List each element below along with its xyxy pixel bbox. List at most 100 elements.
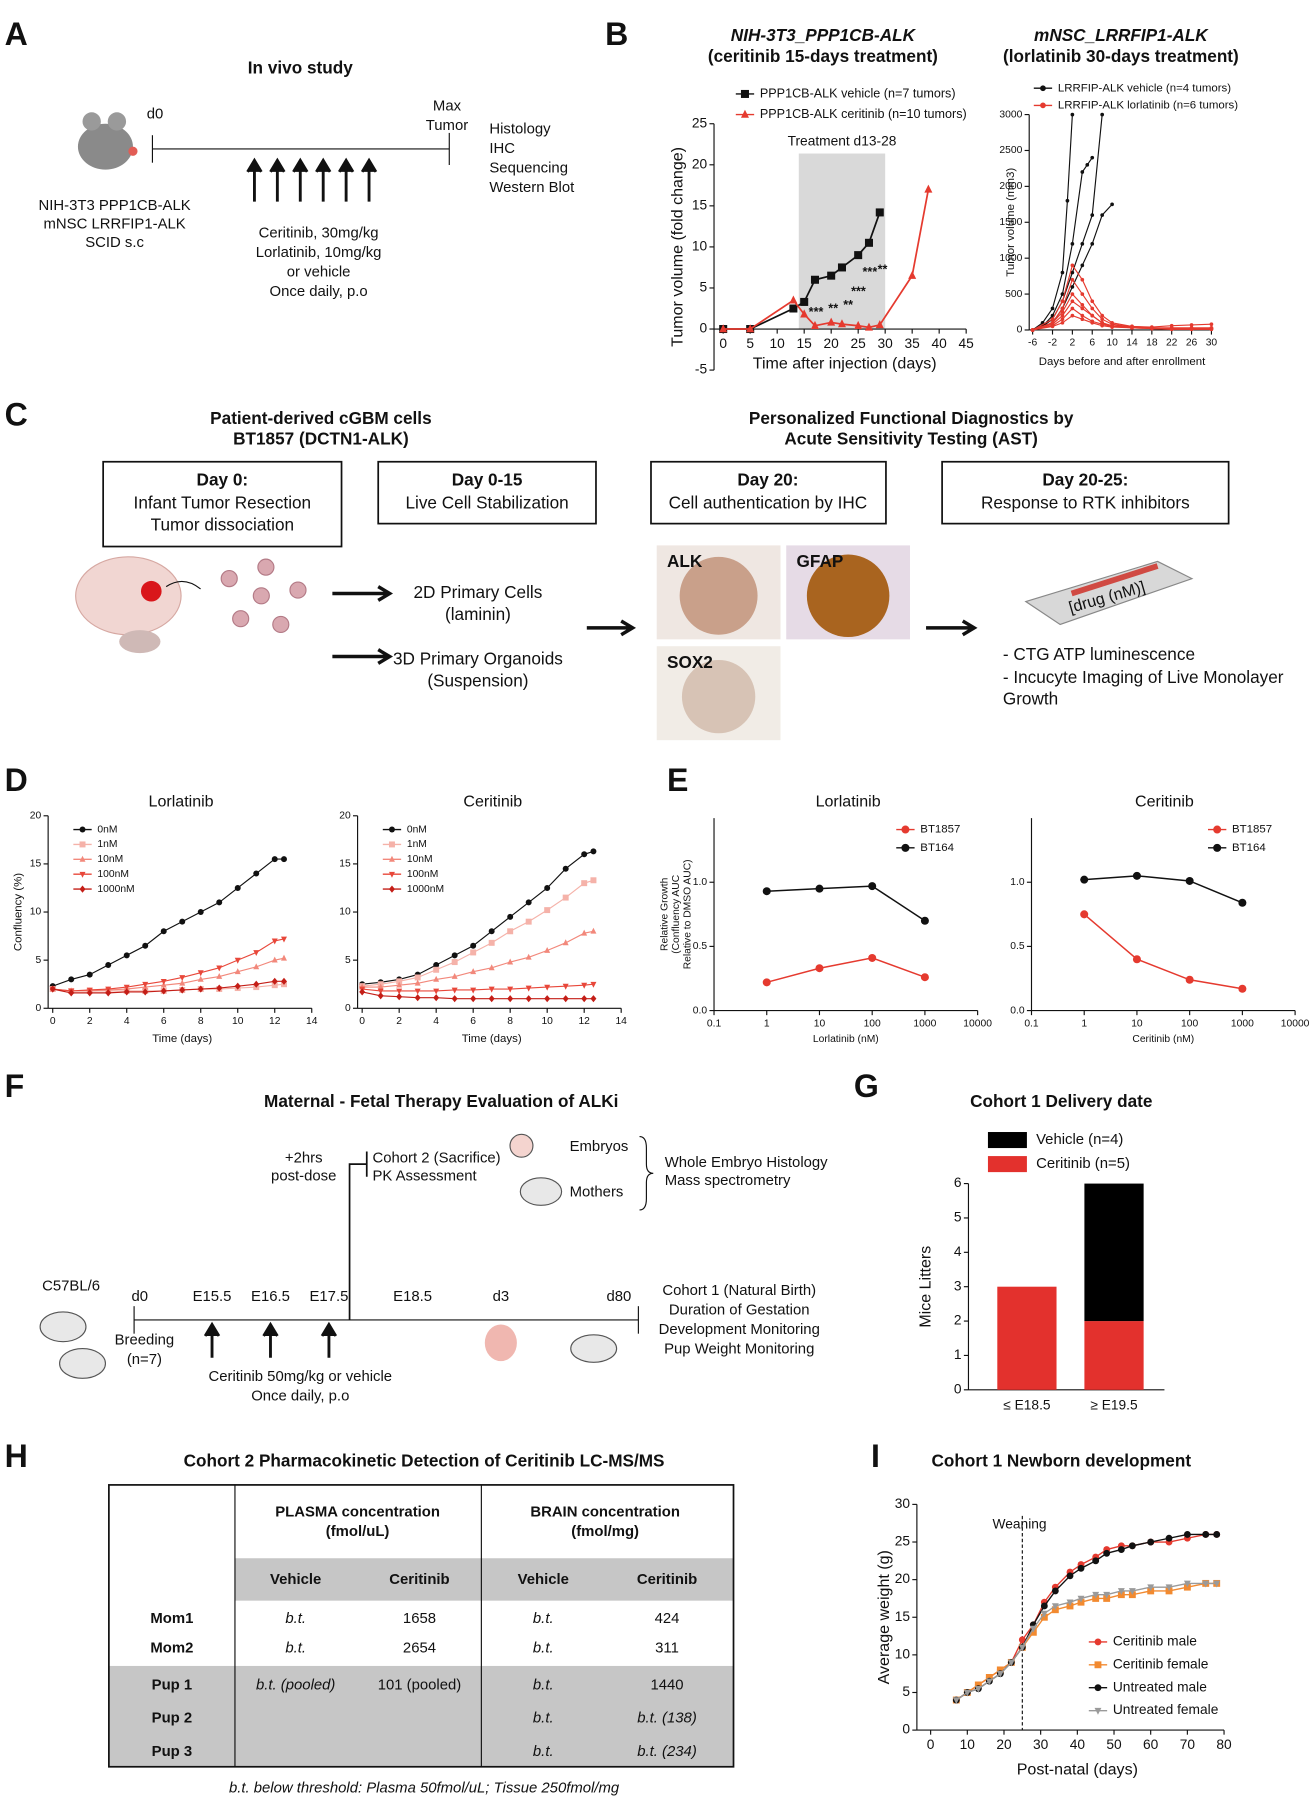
marker bbox=[179, 979, 186, 986]
culture: (Suspension) bbox=[427, 670, 528, 690]
marker bbox=[281, 936, 287, 943]
marker bbox=[800, 297, 809, 306]
marker bbox=[1007, 1659, 1015, 1667]
y-tick-label: 5 bbox=[699, 280, 707, 295]
marker bbox=[1029, 1625, 1037, 1633]
legend-label: LRRFIP-ALK vehicle (n=4 tumors) bbox=[1058, 82, 1231, 94]
legend-marker bbox=[1094, 1707, 1102, 1715]
marker bbox=[562, 995, 569, 1003]
chart-title: mNSC_LRRFIP1-ALK bbox=[1034, 25, 1209, 45]
mouse-icon bbox=[77, 123, 133, 170]
y-tick-label: 5 bbox=[36, 955, 42, 966]
marker bbox=[216, 965, 223, 972]
marker bbox=[789, 304, 798, 313]
legend-marker bbox=[79, 826, 86, 833]
marker bbox=[396, 978, 403, 985]
y-axis-label: Tumor volume (fold change) bbox=[669, 147, 687, 347]
marker bbox=[562, 865, 569, 872]
legend-marker bbox=[388, 841, 395, 848]
y-tick-label: 0.0 bbox=[1010, 1005, 1025, 1016]
marker bbox=[1070, 285, 1075, 289]
y-tick-label: 15 bbox=[692, 197, 708, 212]
group-header: (fmol/uL) bbox=[326, 1524, 390, 1540]
marker bbox=[507, 913, 514, 920]
y-tick-label: 15 bbox=[339, 859, 351, 870]
timeline-label: E15.5 bbox=[193, 1289, 232, 1305]
breeding: Breeding bbox=[115, 1332, 175, 1348]
legend-label: 1nM bbox=[407, 839, 427, 850]
bar-segment bbox=[997, 1286, 1057, 1390]
marker bbox=[562, 894, 569, 901]
legend-label: Ceritinib female bbox=[1113, 1656, 1209, 1671]
timeline-label: d3 bbox=[493, 1289, 510, 1305]
x-tick-label: 20 bbox=[824, 336, 840, 351]
marker bbox=[488, 928, 495, 935]
y-tick-label: 0 bbox=[699, 321, 707, 336]
marker bbox=[271, 956, 278, 963]
x-tick-label: 30 bbox=[1206, 338, 1218, 349]
marker bbox=[1060, 299, 1065, 304]
marker bbox=[488, 995, 495, 1003]
legend-marker bbox=[901, 825, 910, 834]
x-tick-label: 14 bbox=[306, 1016, 318, 1027]
y-axis-label: Mice Litters bbox=[916, 1246, 934, 1328]
y-tick-label: 1.0 bbox=[693, 877, 708, 888]
marker bbox=[1238, 984, 1247, 993]
model: SCID s.c bbox=[85, 235, 144, 251]
marker bbox=[1090, 241, 1095, 246]
row-label: Pup 3 bbox=[152, 1744, 193, 1760]
marker bbox=[1147, 1538, 1155, 1546]
x-tick-label: 40 bbox=[932, 336, 948, 351]
marker bbox=[123, 952, 130, 959]
marker bbox=[1080, 241, 1085, 246]
marker bbox=[281, 954, 287, 961]
table-cell: b.t. (138) bbox=[637, 1711, 697, 1727]
x-tick-label: 10 bbox=[1106, 338, 1118, 349]
marker bbox=[1060, 270, 1065, 275]
analysis: Sequencing bbox=[489, 160, 568, 176]
legend-marker bbox=[1094, 1661, 1102, 1669]
marker bbox=[1077, 1564, 1085, 1572]
x-tick-label: 100 bbox=[864, 1018, 881, 1029]
marker bbox=[1090, 320, 1095, 325]
marker bbox=[1202, 1580, 1210, 1588]
x-tick-label: 10 bbox=[770, 336, 786, 351]
marker bbox=[1100, 313, 1105, 318]
marker bbox=[433, 961, 440, 968]
treatment: or vehicle bbox=[287, 265, 351, 281]
marker bbox=[105, 989, 112, 997]
marker bbox=[1100, 317, 1105, 322]
cohort1: Cohort 1 (Natural Birth) bbox=[662, 1283, 816, 1299]
marker bbox=[142, 981, 149, 988]
marker bbox=[123, 984, 130, 991]
chart-title: Cohort 1 Delivery date bbox=[970, 1091, 1152, 1111]
marker bbox=[1051, 1587, 1059, 1595]
x-tick-label: 70 bbox=[1180, 1737, 1196, 1752]
stain-label: ALK bbox=[667, 551, 703, 571]
model: mNSC LRRFIP1-ALK bbox=[44, 217, 186, 233]
legend-label: 100nM bbox=[97, 869, 128, 880]
marker bbox=[827, 317, 836, 326]
panel-letter: G bbox=[854, 1068, 879, 1104]
legend-label: Ceritinib (n=5) bbox=[1036, 1156, 1130, 1172]
marker bbox=[142, 942, 149, 949]
marker bbox=[815, 964, 824, 973]
marker bbox=[1185, 975, 1194, 984]
table-cell: 101 (pooled) bbox=[378, 1677, 462, 1693]
marker bbox=[590, 927, 597, 934]
annotation: ** bbox=[843, 298, 853, 312]
marker bbox=[470, 995, 477, 1003]
chart-title: Ceritinib bbox=[1135, 792, 1194, 810]
table-cell: b.t. (234) bbox=[637, 1744, 697, 1760]
x-tick-label: 10 bbox=[814, 1018, 826, 1029]
marker bbox=[1070, 306, 1075, 311]
table-cell: 311 bbox=[655, 1641, 679, 1657]
table-cell: b.t. bbox=[285, 1611, 306, 1627]
marker bbox=[179, 975, 186, 982]
x-tick-label: 25 bbox=[851, 336, 867, 351]
series-line bbox=[362, 930, 594, 988]
marker bbox=[470, 949, 477, 956]
x-tick-label: 0 bbox=[927, 1737, 935, 1752]
marker bbox=[1080, 910, 1089, 919]
